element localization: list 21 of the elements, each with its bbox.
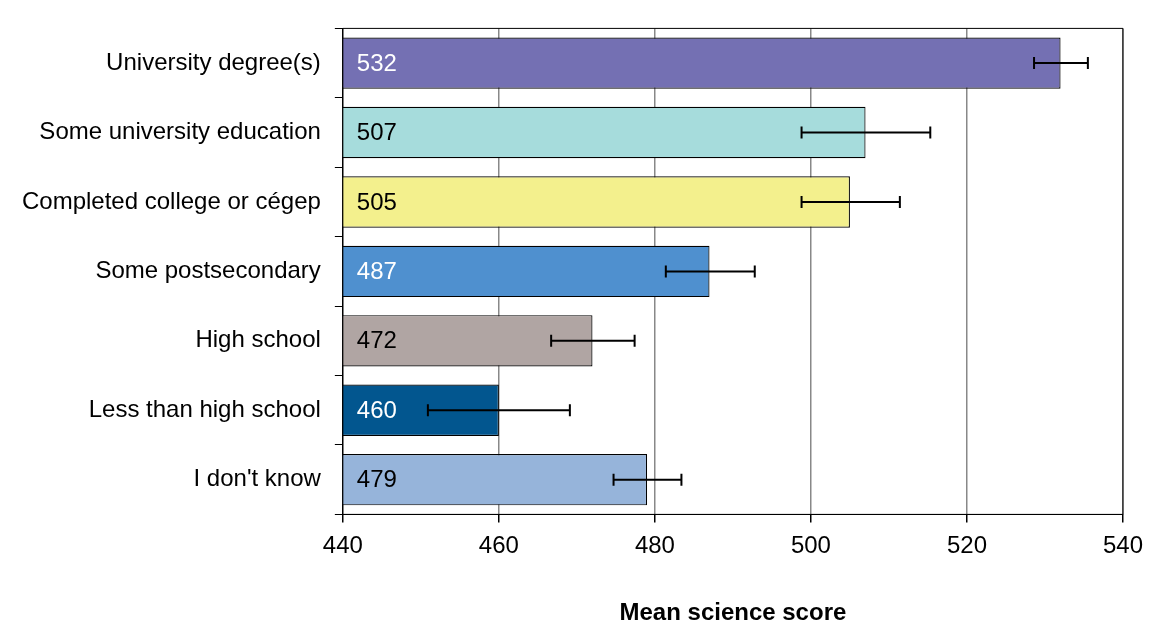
x-tick-label: 440 bbox=[322, 531, 363, 559]
y-tick-label: Less than high school bbox=[88, 394, 321, 422]
x-axis-title: Mean science score bbox=[619, 598, 847, 626]
y-tick-label: Completed college or cégep bbox=[21, 186, 321, 214]
x-tick-label: 520 bbox=[946, 531, 987, 559]
y-tick-label: Some university education bbox=[39, 117, 321, 145]
x-tick-label: 540 bbox=[1102, 531, 1143, 559]
data-label: 532 bbox=[356, 48, 397, 76]
x-tick-label: 500 bbox=[790, 531, 831, 559]
data-label: 460 bbox=[356, 395, 397, 423]
data-label: 479 bbox=[356, 465, 397, 493]
data-label: 487 bbox=[356, 257, 397, 285]
y-tick-label: University degree(s) bbox=[106, 47, 321, 75]
data-label: 505 bbox=[356, 187, 397, 215]
data-label: 472 bbox=[356, 326, 397, 354]
y-tick-label: I don't know bbox=[193, 464, 322, 492]
x-tick-label: 460 bbox=[478, 531, 519, 559]
y-tick-label: Some postsecondary bbox=[95, 256, 321, 284]
x-tick-label: 480 bbox=[634, 531, 675, 559]
data-label: 507 bbox=[356, 118, 397, 146]
y-tick-label: High school bbox=[195, 325, 321, 353]
